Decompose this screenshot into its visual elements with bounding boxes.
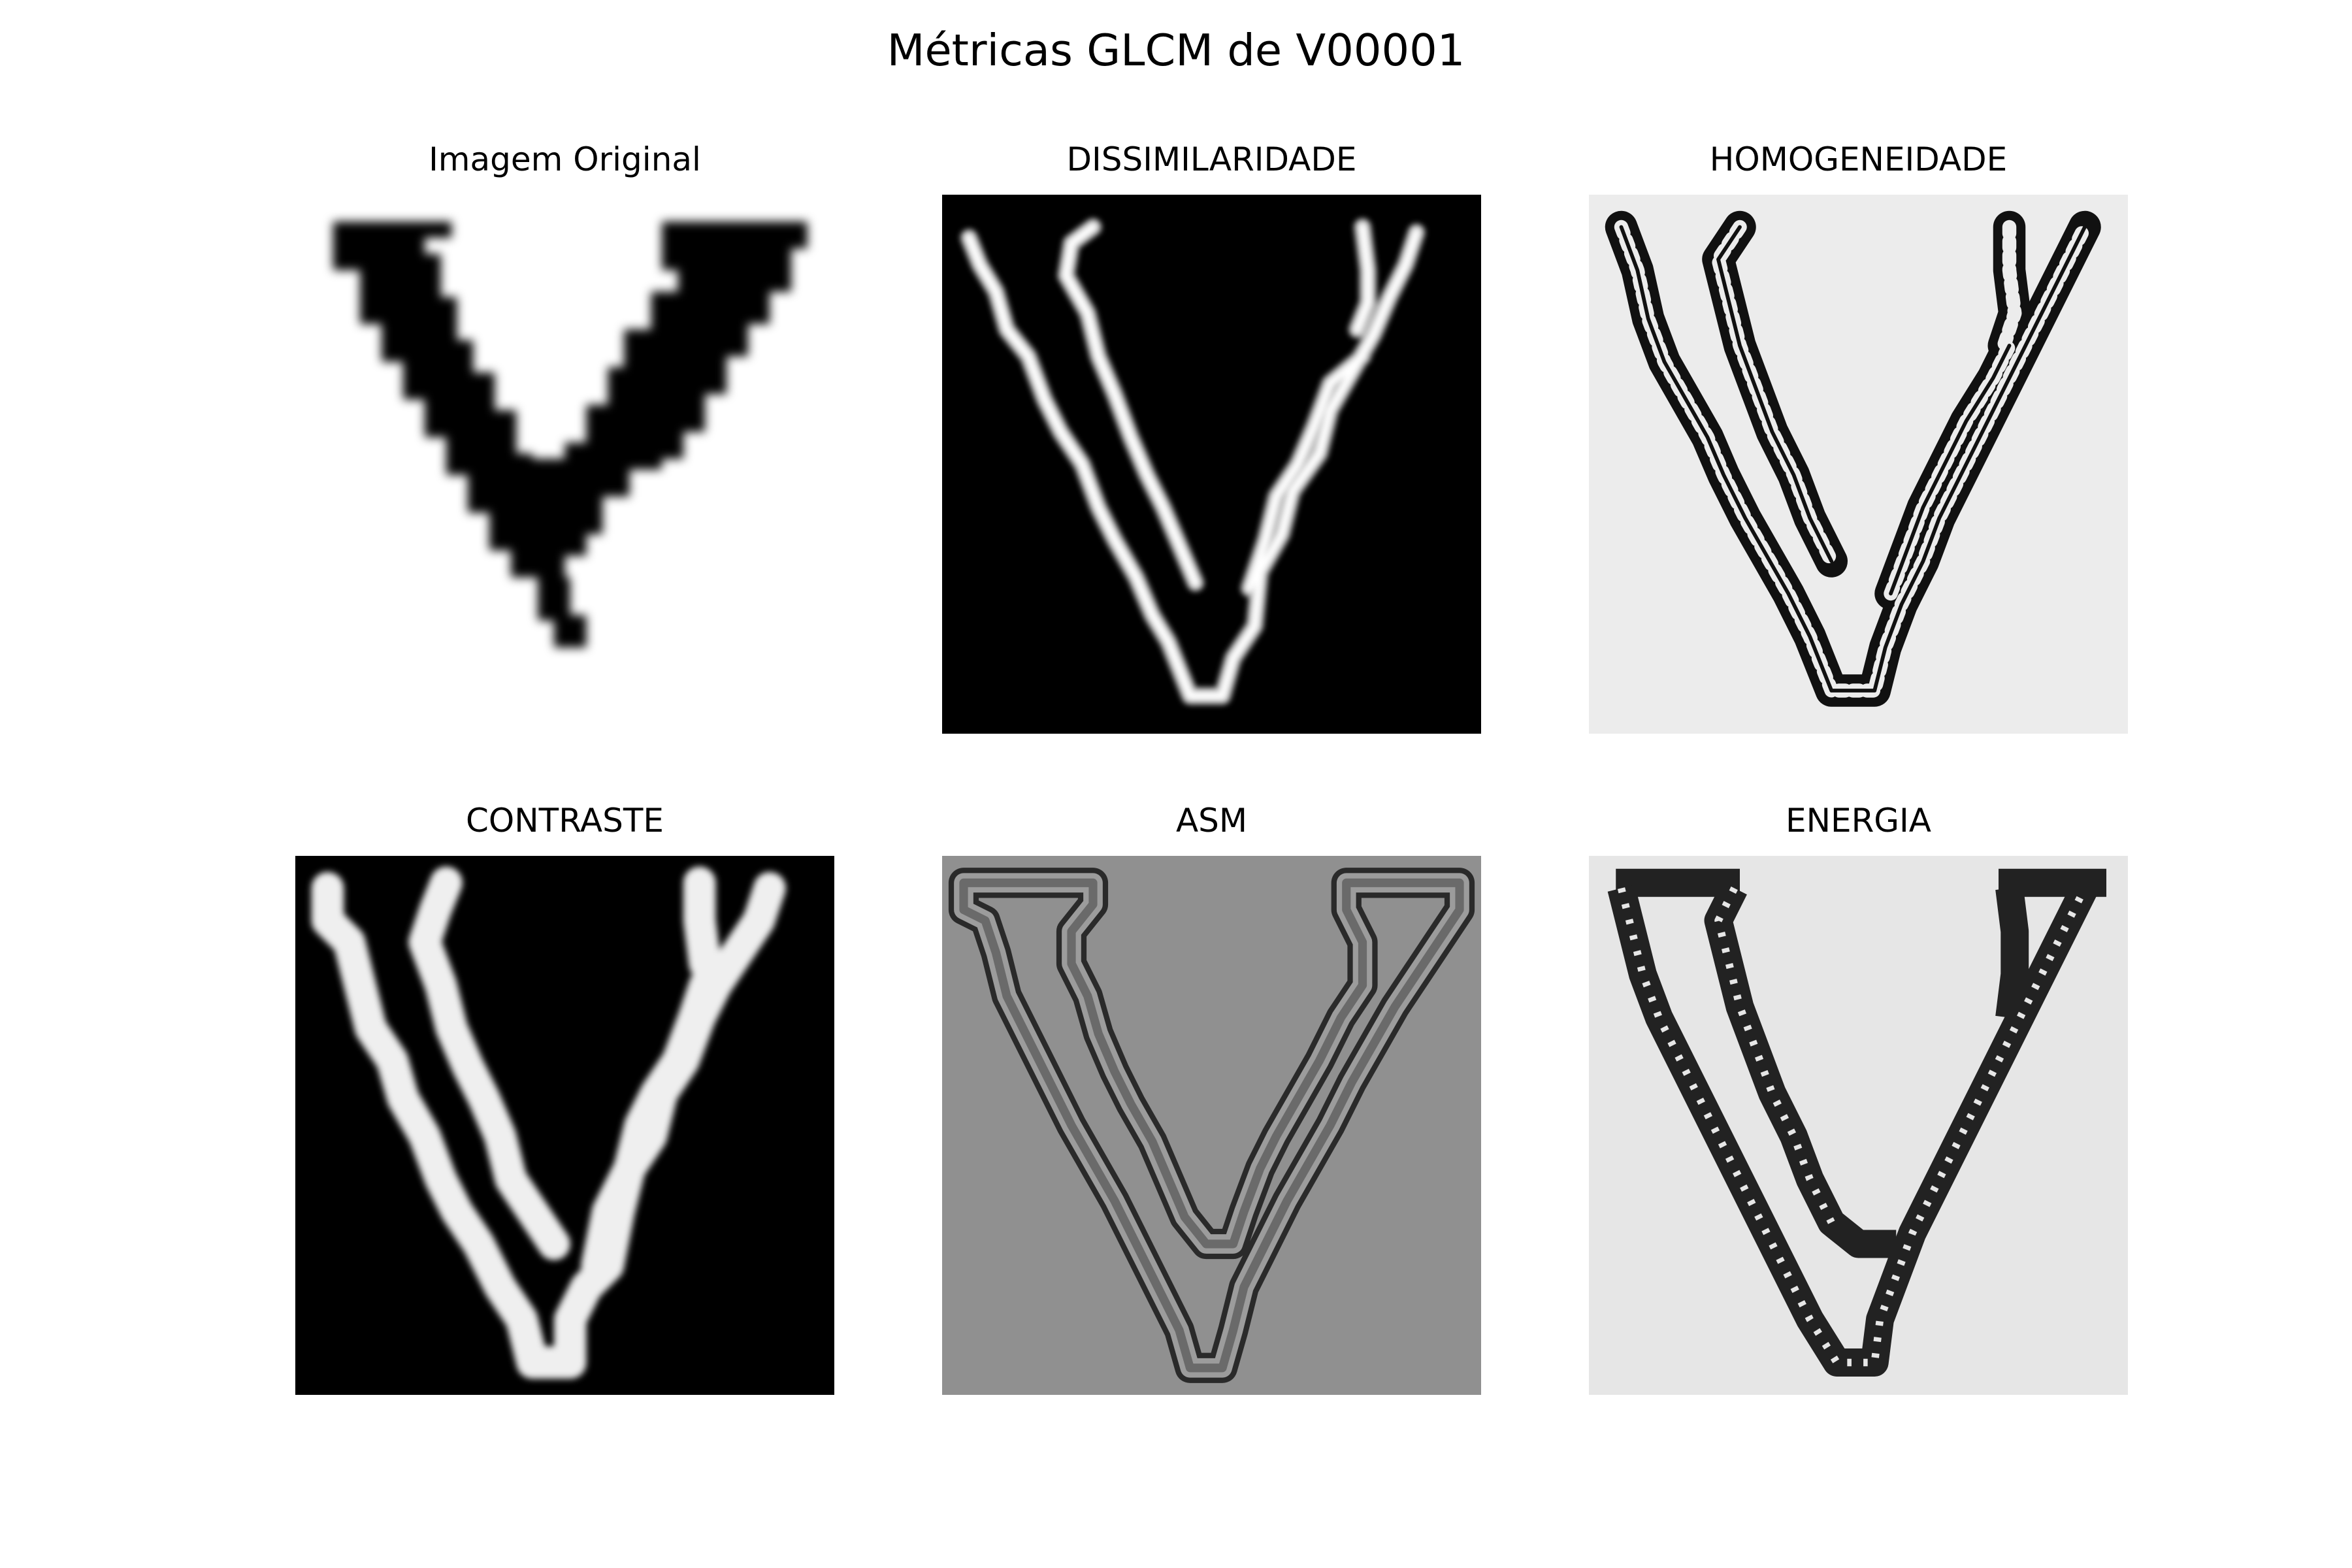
original-image [295, 195, 834, 734]
panel-title-asm: ASM [1175, 802, 1248, 840]
dissimilaridade-image [942, 195, 1481, 734]
energia-image [1589, 856, 2128, 1395]
panel-title-contraste: CONTRASTE [465, 802, 664, 840]
figure-title: Métricas GLCM de V00001 [887, 25, 1465, 76]
panel-title-original: Imagem Original [429, 140, 701, 178]
asm-image [942, 856, 1481, 1395]
panel-contraste: CONTRASTE [295, 802, 834, 1395]
panel-asm: ASM [942, 802, 1481, 1395]
panel-homogeneidade: HOMOGENEIDADE [1589, 140, 2128, 734]
homogeneidade-image [1589, 195, 2128, 734]
panel-dissimilaridade: DISSIMILARIDADE [942, 140, 1481, 734]
panel-energia: ENERGIA [1589, 802, 2128, 1395]
panel-title-dissimilaridade: DISSIMILARIDADE [1066, 140, 1357, 178]
contraste-image [295, 856, 834, 1395]
panel-title-homogeneidade: HOMOGENEIDADE [1709, 140, 2008, 178]
panel-title-energia: ENERGIA [1785, 802, 1932, 840]
panel-original-image: Imagem Original [295, 140, 834, 734]
